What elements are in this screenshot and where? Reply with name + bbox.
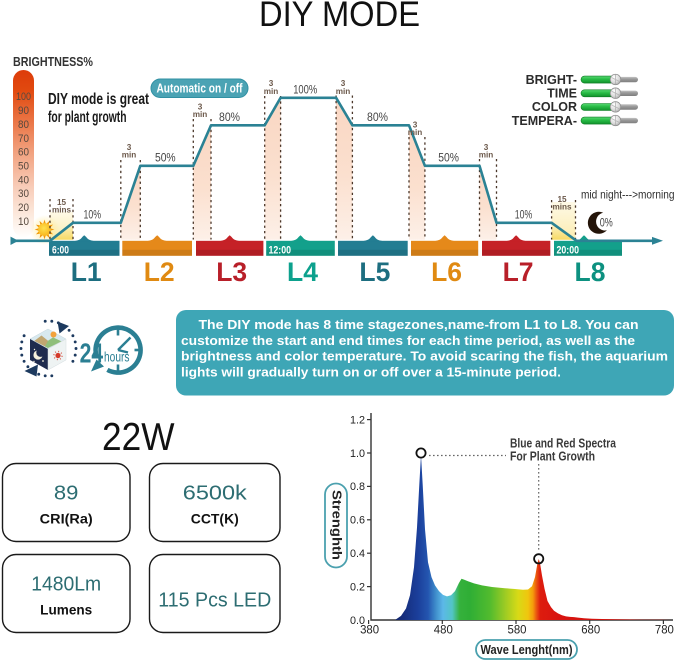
svg-text:lights will gradually turn on: lights will gradually turn on or off ove… [181, 364, 561, 379]
svg-text:60: 60 [18, 147, 29, 159]
svg-text:COLOR: COLOR [532, 100, 577, 114]
svg-text:0.8: 0.8 [350, 481, 365, 493]
svg-text:100: 100 [16, 91, 31, 103]
svg-text:6:00: 6:00 [52, 245, 69, 257]
svg-text:mins: mins [52, 205, 72, 214]
svg-text:3: 3 [413, 120, 418, 129]
svg-text:The DIY mode has 8 time stagez: The DIY mode has 8 time stagezones,name-… [199, 317, 639, 332]
svg-text:80%: 80% [367, 110, 388, 124]
svg-text:brightness and color temperatu: brightness and color temperature. To avo… [181, 349, 668, 364]
svg-text:1.0: 1.0 [350, 448, 365, 460]
svg-text:89: 89 [54, 482, 79, 505]
svg-text:24: 24 [80, 337, 104, 368]
svg-text:80%: 80% [219, 110, 240, 124]
svg-text:DIY MODE: DIY MODE [259, 0, 420, 34]
svg-text:22W: 22W [102, 416, 175, 459]
svg-text:10%: 10% [515, 207, 533, 221]
svg-text:90: 90 [18, 105, 29, 117]
svg-text:CRI(Ra): CRI(Ra) [40, 512, 93, 527]
svg-text:3: 3 [127, 143, 132, 152]
svg-text:480: 480 [434, 625, 453, 637]
svg-text:min: min [336, 87, 351, 96]
svg-text:3: 3 [198, 102, 203, 111]
svg-text:0.6: 0.6 [350, 515, 365, 527]
svg-text:115 Pcs LED: 115 Pcs LED [158, 589, 271, 612]
svg-text:3: 3 [484, 143, 489, 152]
svg-text:Lumens: Lumens [40, 603, 92, 618]
svg-text:12:00: 12:00 [269, 245, 292, 257]
svg-text:mins: mins [552, 202, 572, 211]
svg-text:Automatic on / off: Automatic on / off [157, 81, 244, 96]
svg-text:1.2: 1.2 [350, 414, 365, 426]
svg-text:min: min [122, 150, 137, 159]
svg-text:L1: L1 [71, 257, 102, 287]
svg-text:50: 50 [18, 161, 29, 173]
svg-text:L3: L3 [216, 257, 247, 287]
svg-text:BRIGHTNESS%: BRIGHTNESS% [13, 55, 93, 69]
svg-text:0.0: 0.0 [350, 615, 365, 627]
svg-text:6500k: 6500k [183, 482, 248, 505]
svg-text:10%: 10% [84, 207, 102, 221]
svg-text:3: 3 [341, 79, 346, 88]
svg-text:3: 3 [269, 79, 274, 88]
svg-text:15: 15 [557, 195, 567, 204]
svg-text:80: 80 [18, 119, 29, 131]
svg-text:Wave Lenght(nm): Wave Lenght(nm) [481, 643, 573, 657]
svg-text:DIY mode is great: DIY mode is great [48, 91, 149, 108]
svg-text:70: 70 [18, 133, 29, 145]
svg-text:40: 40 [18, 174, 29, 186]
svg-text:min: min [479, 150, 494, 159]
svg-text:L6: L6 [431, 257, 462, 287]
svg-text:For Plant Growth: For Plant Growth [510, 449, 595, 463]
svg-text:100%: 100% [293, 83, 317, 97]
svg-text:20: 20 [18, 202, 29, 214]
svg-text:580: 580 [508, 625, 527, 637]
svg-text:min: min [264, 87, 279, 96]
svg-text:20:00: 20:00 [557, 245, 580, 257]
svg-text:mid night--->morning: mid night--->morning [581, 187, 675, 201]
svg-text:0.2: 0.2 [350, 581, 365, 593]
svg-text:30: 30 [18, 188, 29, 200]
svg-text:1480Lm: 1480Lm [31, 573, 101, 596]
svg-text:hours: hours [104, 349, 130, 364]
svg-text:min: min [193, 110, 208, 119]
svg-text:380: 380 [360, 625, 379, 637]
svg-text:CCT(K): CCT(K) [191, 512, 239, 527]
svg-text:TIME: TIME [547, 87, 577, 101]
svg-text:L8: L8 [575, 257, 606, 287]
svg-text:L4: L4 [287, 257, 318, 287]
svg-text:10: 10 [18, 216, 29, 228]
svg-text:L2: L2 [144, 257, 175, 287]
svg-text:L7: L7 [503, 257, 534, 287]
svg-text:Blue and Red Spectra: Blue and Red Spectra [510, 437, 617, 451]
svg-text:0.4: 0.4 [350, 548, 365, 560]
svg-text:L5: L5 [359, 257, 390, 287]
svg-text:15: 15 [57, 198, 67, 207]
svg-text:min: min [408, 128, 423, 137]
svg-text:TEMPERA-: TEMPERA- [512, 114, 577, 128]
svg-text:780: 780 [655, 625, 674, 637]
svg-text:for plant growth: for plant growth [48, 109, 127, 126]
svg-text:Strenghth: Strenghth [330, 490, 344, 560]
svg-text:50%: 50% [155, 150, 176, 164]
svg-text:0%: 0% [600, 215, 613, 229]
svg-text:680: 680 [581, 625, 600, 637]
svg-text:customize the start and end ti: customize the start and end times for ea… [181, 333, 635, 348]
svg-text:50%: 50% [438, 150, 459, 164]
svg-text:BRIGHT-: BRIGHT- [526, 73, 577, 87]
